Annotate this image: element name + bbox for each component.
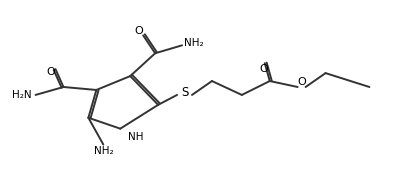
- Text: NH₂: NH₂: [94, 147, 113, 156]
- Text: O: O: [135, 26, 143, 37]
- Text: NH₂: NH₂: [184, 38, 204, 48]
- Text: NH: NH: [128, 132, 144, 142]
- Text: S: S: [181, 86, 189, 99]
- Text: O: O: [260, 64, 268, 74]
- Text: O: O: [297, 77, 306, 87]
- Text: O: O: [46, 67, 55, 77]
- Text: H₂N: H₂N: [12, 90, 32, 100]
